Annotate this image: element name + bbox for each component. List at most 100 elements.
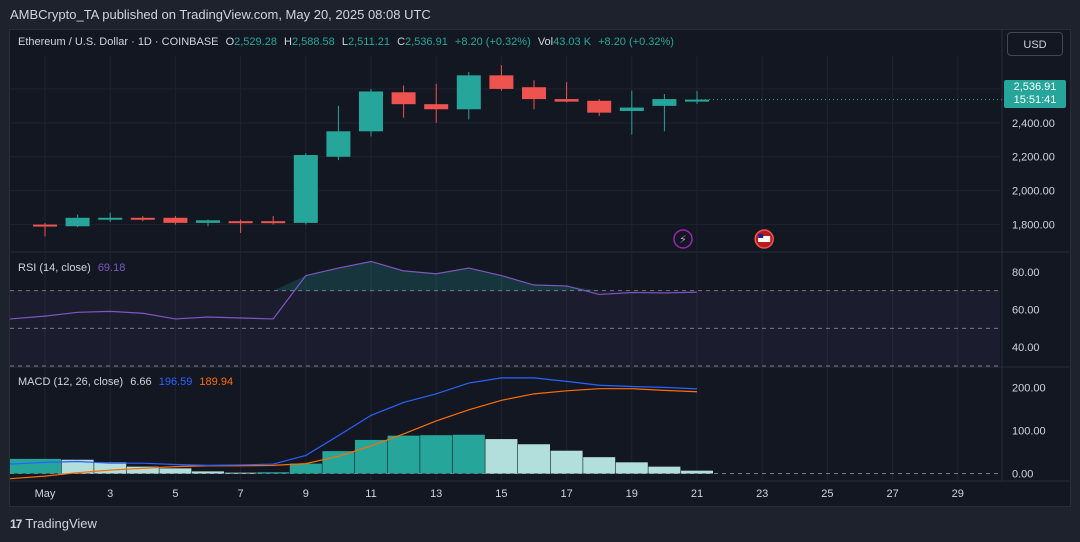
legend-close-label: C (397, 36, 406, 48)
x-tick-label: 19 (626, 488, 638, 500)
macd-legend: MACD (12, 26, close) 6.66 196.59 189.94 (18, 376, 237, 388)
legend-open: 2,529.28 (234, 36, 277, 48)
x-tick-label: 11 (365, 488, 376, 500)
lightning-event-icon (673, 229, 693, 249)
macd-signal-line (9, 388, 698, 480)
candle-body (554, 99, 579, 102)
macd-tick-label: 0.00 (1012, 469, 1033, 481)
candle-body (619, 107, 644, 111)
candle-body (326, 131, 351, 157)
candle-body (391, 92, 416, 105)
macd-tick-label: 200.00 (1012, 382, 1046, 394)
candle-body (130, 217, 155, 220)
macd-histogram-bar (615, 462, 648, 474)
published-text: AMBCrypto_TA published on TradingView.co… (10, 7, 431, 22)
macd-histogram-bar (126, 466, 159, 474)
x-tick-label: 17 (560, 488, 572, 500)
macd-histogram-bar (159, 468, 192, 474)
last-price-tag: 2,536.91 15:51:41 (1004, 80, 1066, 108)
currency-button[interactable]: USD (1007, 32, 1063, 56)
bar-countdown: 15:51:41 (1013, 94, 1057, 106)
x-tick-label: 15 (495, 488, 507, 500)
rsi-line (9, 260, 698, 320)
macd-histogram-bar (518, 444, 550, 474)
tradingview-logo-icon: 17 (10, 516, 22, 531)
candle-body (359, 91, 383, 132)
us-flag-stripe-icon (758, 236, 771, 242)
footer-brand[interactable]: 17 TradingView (10, 516, 97, 531)
x-tick-label: 25 (821, 488, 833, 500)
macd-tick-label: 100.00 (1012, 425, 1046, 437)
macd-line (9, 377, 698, 466)
rsi-value: 69.18 (97, 262, 126, 274)
rsi-legend: RSI (14, close) 69.18 (18, 262, 129, 274)
price-tick-label: 2,000.00 (1012, 186, 1055, 198)
rsi-overbought-fill (10, 261, 697, 291)
macd-histogram-bar (10, 458, 61, 474)
legend-vol-change: +8.20 (+0.32%) (598, 36, 674, 48)
candle-body (228, 221, 253, 224)
legend-low-label: L (341, 36, 348, 48)
x-tick-label: 7 (238, 488, 244, 500)
rsi-tick-label: 80.00 (1012, 267, 1040, 279)
candle-body (489, 75, 514, 89)
macd-histogram-bar (648, 466, 681, 474)
lightning-glyph-icon: ⚡ (679, 233, 687, 246)
macd-histogram-bar (387, 435, 420, 474)
candle-body (685, 99, 709, 102)
candle-body (456, 75, 481, 110)
macd-histogram-bar (583, 457, 616, 474)
price-tick-label: 1,800.00 (1012, 220, 1055, 232)
candle-body (587, 100, 612, 113)
macd-histogram-bar (192, 471, 224, 474)
macd-histogram-bar (94, 462, 127, 474)
us-flag-canton-icon (758, 234, 764, 238)
x-tick-label: 5 (172, 488, 178, 500)
macd-histogram-bar (550, 450, 583, 474)
candle-body (163, 217, 188, 223)
candle-body (424, 104, 449, 110)
price-tick-label: 2,400.00 (1012, 118, 1055, 130)
published-header: AMBCrypto_TA published on TradingView.co… (0, 0, 1080, 29)
macd-histogram-bar (257, 472, 290, 474)
candle-body (65, 217, 90, 227)
rsi-label[interactable]: RSI (14, close) (18, 262, 91, 274)
last-price: 2,536.91 (1013, 81, 1057, 93)
macd-label[interactable]: MACD (12, 26, close) (18, 376, 124, 388)
legend-close: 2,536.91 (405, 36, 448, 48)
macd-histogram-bar (452, 434, 485, 474)
x-tick-label: May (35, 488, 56, 500)
candle-body (293, 155, 318, 223)
legend-vol: 43.03 K (553, 36, 592, 48)
rsi-tick-label: 40.00 (1012, 342, 1040, 354)
legend-low: 2,511.21 (347, 36, 390, 48)
macd-histogram-bar (355, 439, 387, 474)
legend-symbol[interactable]: Ethereum / U.S. Dollar · 1D · COINBASE (18, 36, 219, 48)
candle-body (33, 224, 57, 227)
legend-high: 2,588.58 (291, 36, 335, 48)
x-tick-label: 23 (756, 488, 768, 500)
legend-vol-label: Vol (537, 36, 554, 48)
candle-body (98, 217, 123, 220)
price-tick-label: 2,200.00 (1012, 152, 1055, 164)
macd-histogram-bar (485, 439, 518, 474)
macd-histogram-bar (420, 435, 453, 474)
price-legend: Ethereum / U.S. Dollar · 1D · COINBASE O… (18, 36, 678, 48)
x-tick-label: 21 (691, 488, 703, 500)
x-tick-label: 13 (430, 488, 442, 500)
x-tick-label: 29 (952, 488, 964, 500)
rsi-tick-label: 60.00 (1012, 305, 1040, 317)
macd-value: 196.59 (158, 376, 193, 388)
macd-histogram-bar (61, 459, 94, 474)
chart-frame[interactable] (9, 29, 1071, 507)
macd-histogram-bar (322, 451, 355, 474)
candle-body (652, 99, 677, 106)
legend-open-label: O (225, 36, 235, 48)
macd-hist-value: 6.66 (130, 376, 152, 388)
candle-body (196, 220, 220, 223)
footer-brand-text: TradingView (25, 516, 97, 531)
macd-histogram-bar (681, 470, 713, 474)
macd-signal-value: 189.94 (199, 376, 234, 388)
macd-histogram-bar (224, 472, 257, 474)
